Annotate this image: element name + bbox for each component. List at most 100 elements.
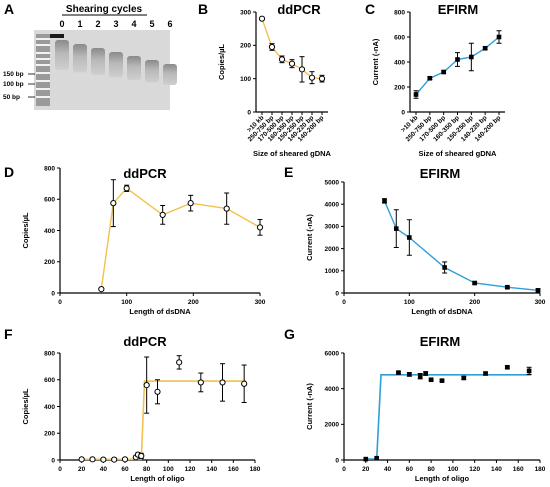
y-tick-label: 200 xyxy=(44,259,55,266)
data-point xyxy=(483,371,488,376)
data-point xyxy=(78,456,85,463)
data-point xyxy=(288,60,296,67)
gel-ladder-band xyxy=(36,58,50,60)
chart-title: EFIRM xyxy=(420,334,460,349)
gel-ladder-band xyxy=(36,38,50,40)
chart-title: EFIRM xyxy=(438,2,478,17)
x-axis-label: Length of oligo xyxy=(130,474,185,483)
y-tick-label: 0 xyxy=(247,109,251,116)
data-point xyxy=(176,359,183,366)
data-point xyxy=(143,382,150,389)
y-tick-label: 5000 xyxy=(325,179,340,186)
fit-curve xyxy=(363,374,532,460)
x-tick-label: 60 xyxy=(121,466,129,473)
x-tick-label: 60 xyxy=(406,466,414,473)
data-point xyxy=(121,456,129,463)
gel-ladder-label: 100 bp xyxy=(3,81,24,88)
data-point xyxy=(223,205,230,212)
data-point xyxy=(363,456,369,462)
gel-lane-label: 0 xyxy=(59,19,64,29)
gel-lane-label: 6 xyxy=(167,19,172,29)
y-tick-label: 200 xyxy=(394,84,405,91)
chart-title: ddPCR xyxy=(123,334,167,349)
panel-label-a: A xyxy=(4,1,14,17)
x-tick-label: 160 xyxy=(228,466,239,473)
data-point xyxy=(98,285,105,293)
x-tick-label: 100 xyxy=(121,299,132,306)
y-tick-label: 1000 xyxy=(325,268,340,275)
data-point xyxy=(187,200,194,207)
x-tick-label: 200 xyxy=(469,299,480,306)
panel-label-b: B xyxy=(198,1,208,17)
chart-title: ddPCR xyxy=(277,2,321,17)
data-point xyxy=(123,185,130,192)
data-point xyxy=(89,456,96,463)
data-point xyxy=(461,375,467,381)
panel-label-f: F xyxy=(4,326,13,342)
gel-lane-smear xyxy=(109,52,123,78)
x-tick-label: 180 xyxy=(535,466,546,473)
x-tick-label: 200 xyxy=(188,299,199,306)
data-point xyxy=(258,15,266,22)
series-line xyxy=(383,200,539,291)
y-tick-label: 2000 xyxy=(325,246,340,253)
x-axis-label: Length of oligo xyxy=(415,474,470,483)
y-tick-label: 400 xyxy=(394,59,405,66)
y-tick-label: 0 xyxy=(335,457,339,464)
y-tick-label: 400 xyxy=(44,228,55,235)
gel-ladder-band xyxy=(36,80,50,82)
y-axis-label: Current (-nA) xyxy=(305,214,314,261)
data-point xyxy=(427,75,433,81)
y-tick-label: 0 xyxy=(401,109,405,116)
data-point xyxy=(482,45,488,51)
panel-label-e: E xyxy=(284,164,293,180)
data-point xyxy=(442,265,447,270)
chart-panel-g: G EFIRM 0 2000 4000 6000 Current (-nA) 0 20 40 60 8… xyxy=(284,326,546,483)
data-point xyxy=(472,280,477,286)
data-point xyxy=(138,452,145,460)
gel-ladder-label: 50 bp xyxy=(3,94,20,101)
x-tick-label: 20 xyxy=(78,466,86,473)
x-axis-caption: Size of sheared gDNA xyxy=(419,149,498,158)
x-tick-label: 140 xyxy=(206,466,217,473)
data-point xyxy=(423,371,428,376)
gel-ladder-band xyxy=(36,52,50,54)
y-tick-label: 400 xyxy=(44,404,55,411)
data-point xyxy=(505,364,510,370)
gel-well-band xyxy=(50,34,64,38)
gel-ladder-band xyxy=(36,96,50,98)
panel-label-c: C xyxy=(365,1,375,17)
data-point xyxy=(505,284,510,290)
data-point xyxy=(393,226,399,231)
x-tick-label: 100 xyxy=(163,466,174,473)
data-point xyxy=(197,379,204,386)
x-tick-label: 0 xyxy=(58,299,62,306)
gel-lane-label: 4 xyxy=(131,19,136,29)
series-line xyxy=(100,187,261,290)
gel-lane-smear xyxy=(91,48,105,75)
x-tick-label: 120 xyxy=(185,466,196,473)
data-point xyxy=(441,69,446,75)
panel-label-g: G xyxy=(284,326,295,342)
y-axis-label: Current (-nA) xyxy=(305,383,314,430)
gel-ladder: 150 bp 100 bp 50 bp xyxy=(3,34,64,106)
x-tick-label: 0 xyxy=(342,299,346,306)
data-point xyxy=(278,56,286,63)
data-point xyxy=(407,235,412,240)
data-point xyxy=(439,378,445,383)
data-point xyxy=(407,372,412,377)
data-point xyxy=(535,288,541,293)
chart-title: EFIRM xyxy=(420,166,460,181)
y-tick-label: 600 xyxy=(44,377,55,384)
y-tick-label: 200 xyxy=(44,431,55,438)
gel-lane-label: 5 xyxy=(149,19,154,29)
data-point xyxy=(241,380,248,387)
gel-ladder-band xyxy=(36,88,50,90)
y-tick-label: 300 xyxy=(240,9,251,16)
data-point xyxy=(256,224,264,231)
y-tick-label: 800 xyxy=(44,350,55,357)
